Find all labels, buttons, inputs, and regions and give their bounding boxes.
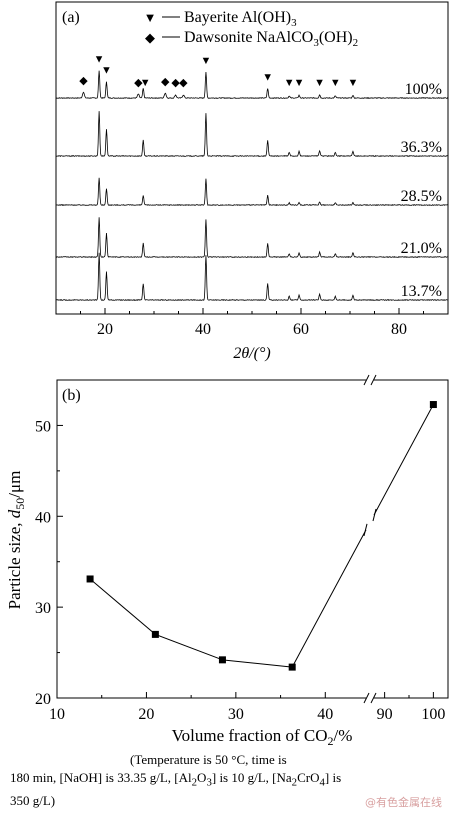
axis-break-mark: [363, 692, 370, 704]
panel-a-x-axis: 20 40 60 80: [55, 308, 449, 338]
data-point: [86, 575, 94, 583]
series-segment: [291, 529, 367, 668]
legend-bayerite-label: Bayerite Al(OH)3: [184, 9, 297, 29]
caption-lines-2-3: 180 min, [NaOH] is 33.35 g/L, [Al2O3] is…: [10, 770, 342, 808]
panel-b-y-axis-label: Particle size, d50/μm: [5, 471, 27, 610]
x-tick-label: 60: [293, 321, 309, 338]
panel-b-label: (b): [62, 387, 81, 404]
bayerite-marker: ▼: [200, 55, 211, 67]
bayerite-marker: ▼: [294, 77, 305, 89]
bayerite-marker: ▼: [314, 77, 325, 89]
bayerite-marker: ▼: [101, 65, 112, 77]
watermark: @有色金属在线: [365, 796, 442, 809]
panel-a-legend: ▼ Bayerite Al(OH)3 ◆ Dawsonite NaAlCO3(OH)2: [144, 9, 359, 49]
axis-break-gap: [366, 378, 374, 382]
xrd-curve: [55, 111, 449, 157]
bayerite-marker: ▼: [140, 77, 151, 89]
series-segment: [373, 404, 434, 516]
data-point: [288, 663, 296, 671]
legend-dawsonite-marker: ◆: [145, 30, 155, 45]
data-point: [151, 630, 159, 638]
curve-label: 100%: [405, 81, 442, 98]
series-segment: [155, 633, 223, 661]
legend-bayerite-marker: ▼: [144, 10, 157, 25]
caption-line-1: (Temperature is 50 °C, time is: [130, 752, 287, 767]
curve-label: 36.3%: [401, 139, 442, 156]
legend-dawsonite-label: Dawsonite NaAlCO3(OH)2: [184, 29, 358, 49]
panel-a-frame: [55, 1, 449, 315]
dawsonite-marker: ◆: [79, 75, 88, 87]
curve-label: 28.5%: [401, 188, 442, 205]
y-tick-label: 30: [35, 600, 51, 617]
axis-break-mark: [370, 692, 377, 704]
y-tick-label: 20: [35, 691, 51, 708]
panel-a-x-axis-label: 2θ/(°): [233, 345, 270, 362]
line-break-mark: [372, 508, 377, 522]
xrd-curve: [55, 252, 449, 302]
bayerite-marker: ▼: [330, 77, 341, 89]
data-point: [218, 656, 226, 664]
panel-b-series: [86, 401, 437, 671]
panel-b-frame: [56, 379, 449, 699]
x-tick-label: 20: [138, 706, 154, 723]
x-tick-label: 80: [391, 321, 407, 338]
dawsonite-marker: ◆: [161, 76, 170, 88]
series-segment: [89, 578, 156, 635]
series-segment: [222, 659, 293, 668]
panel-a-label: (a): [62, 9, 80, 26]
panel-b-x-axis-label: Volume fraction of CO2/%: [172, 726, 353, 748]
x-tick-label: 100: [421, 706, 445, 723]
panel-a-peak-markers: ▼▼▼▼▼ ▼▼ ▼ ▼ ▼◆ ◆ ◆ ◆ ◆: [79, 54, 358, 90]
x-tick-label: 40: [317, 706, 333, 723]
bayerite-marker: ▼: [347, 77, 358, 89]
dawsonite-marker: ◆: [179, 77, 188, 89]
x-tick-label: 30: [228, 706, 244, 723]
axis-break-mark: [370, 374, 377, 386]
x-tick-label: 10: [49, 706, 65, 723]
axis-break-gap: [366, 696, 374, 700]
dawsonite-marker: ◆: [171, 77, 180, 89]
y-tick-label: 40: [35, 509, 51, 526]
data-point: [429, 401, 437, 409]
x-tick-label: 40: [195, 321, 211, 338]
curve-label: 13.7%: [401, 283, 442, 300]
curve-label: 21.0%: [401, 240, 442, 257]
bayerite-marker: ▼: [262, 71, 273, 83]
bayerite-marker: ▼: [94, 54, 105, 66]
bayerite-marker: ▼: [284, 77, 295, 89]
x-tick-label: 20: [97, 321, 113, 338]
xrd-curve: [55, 217, 449, 259]
dawsonite-marker: ◆: [134, 77, 143, 89]
y-tick-label: 50: [35, 418, 51, 435]
xrd-curve: [55, 70, 449, 100]
panel-a-curves: 100% 36.3% 28.5% 21.0% 13.7%: [55, 70, 449, 302]
xrd-curve: [55, 177, 449, 206]
axis-break-mark: [363, 374, 370, 386]
x-tick-label: 90: [377, 706, 393, 723]
line-break-mark: [363, 523, 368, 536]
panel-a-xrd-chart: (a) ▼ Bayerite Al(OH)3 ◆ Dawsonite NaAlCO3(…: [55, 1, 449, 362]
